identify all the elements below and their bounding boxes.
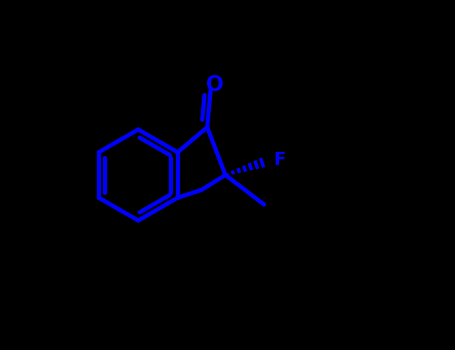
Text: F: F — [273, 150, 286, 169]
Text: O: O — [206, 75, 224, 95]
